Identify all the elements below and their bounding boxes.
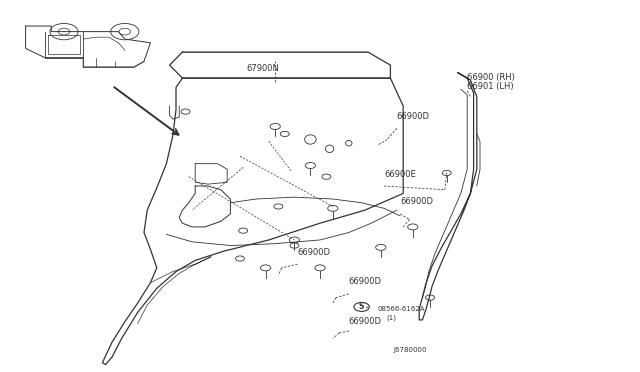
Text: 08566-6162A: 08566-6162A bbox=[378, 306, 425, 312]
Text: 66900D: 66900D bbox=[397, 112, 430, 121]
Text: 66900 (RH): 66900 (RH) bbox=[467, 73, 515, 82]
Text: (1): (1) bbox=[386, 315, 396, 321]
Text: S: S bbox=[359, 302, 364, 311]
Text: 66900D: 66900D bbox=[349, 278, 382, 286]
Text: 67900N: 67900N bbox=[246, 64, 279, 73]
Text: 66900D: 66900D bbox=[349, 317, 382, 326]
Text: 66900D: 66900D bbox=[298, 248, 331, 257]
Text: 66900E: 66900E bbox=[384, 170, 416, 179]
Text: 66901 (LH): 66901 (LH) bbox=[467, 82, 514, 91]
Text: J6780000: J6780000 bbox=[394, 347, 427, 353]
Text: 66900D: 66900D bbox=[400, 198, 433, 206]
